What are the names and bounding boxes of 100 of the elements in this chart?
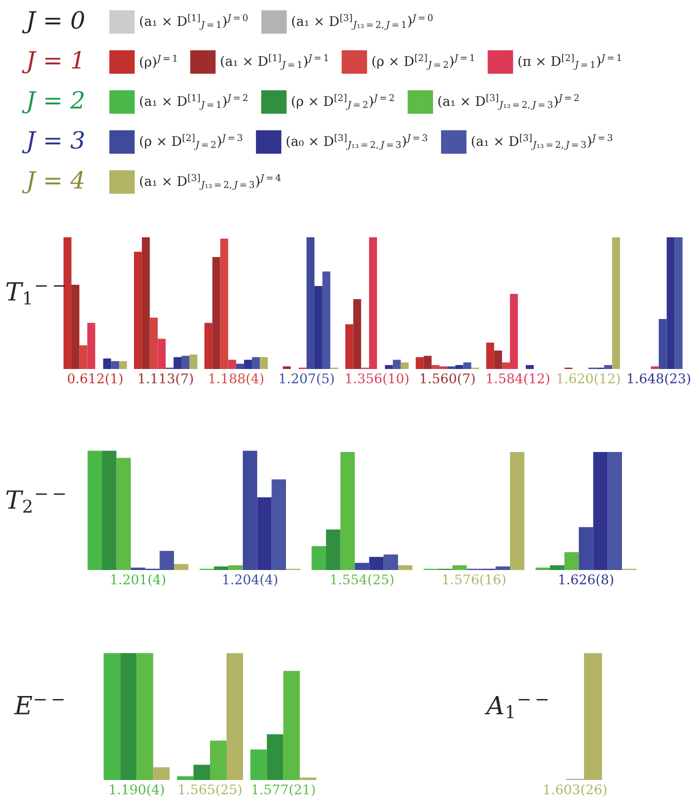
bar [242, 450, 258, 570]
bar [102, 450, 116, 570]
bar [398, 565, 412, 570]
bar [88, 450, 102, 570]
bar [608, 452, 622, 570]
x-tick-label: 1.565(25) [179, 784, 242, 796]
bar [64, 237, 72, 369]
bar [118, 361, 127, 369]
x-tick-label: 1.188(4) [209, 373, 264, 386]
x-tick-label: 1.626(8) [559, 574, 614, 586]
legend-label: (ρ × D$^{[2]}$$_{J=2}$)$^{J=3}$ [140, 134, 242, 150]
bar [452, 565, 467, 570]
bar [79, 345, 88, 369]
legend-label: (a₀ × D$^{[3]}$$_{J₁₃=2,J=3}$)$^{J=3}$ [286, 134, 428, 150]
bar [463, 362, 472, 369]
legend-label: (ρ × D$^{[2]}$$_{J=2}$)$^{J=1}$ [372, 54, 474, 70]
bar [194, 764, 210, 780]
bar [71, 284, 80, 369]
bar [526, 365, 534, 369]
bar [306, 237, 314, 369]
bar [210, 740, 226, 780]
legend-label: (π × D$^{[2]}$$_{J=1}$)$^{J=1}$ [518, 54, 621, 70]
legend-label: (a₁ × D$^{[1]}$$_{J=1}$)$^{J=1}$ [220, 54, 328, 70]
x-tick-label: 1.584(12) [487, 373, 550, 386]
bar [136, 653, 154, 780]
bar [392, 360, 401, 369]
bar [384, 554, 398, 570]
bar [104, 653, 120, 780]
bar [272, 479, 286, 570]
bar [486, 342, 494, 369]
bar [604, 365, 612, 369]
bar [455, 365, 464, 369]
x-tick-label: 1.207(5) [280, 373, 334, 386]
legend-title: J = 2 [22, 90, 84, 114]
bar [177, 776, 194, 780]
bar [593, 452, 608, 570]
bar [228, 360, 236, 369]
bar [612, 237, 620, 369]
bar [150, 318, 158, 369]
bar [300, 777, 316, 780]
bar [182, 356, 190, 369]
legend-label: (a₁ × D$^{[1]}$$_{J=1}$)$^{J=0}$ [140, 14, 248, 30]
bar [160, 550, 174, 570]
bar [496, 566, 510, 570]
x-tick-label: 1.201(4) [111, 574, 166, 586]
bar [314, 286, 322, 369]
bar [220, 238, 228, 369]
legend-title: J = 0 [22, 10, 84, 34]
bar [134, 252, 142, 369]
bar [236, 364, 244, 369]
bar [353, 299, 362, 369]
bar [204, 322, 212, 369]
bar [214, 566, 228, 570]
bar [103, 358, 112, 369]
bar [283, 670, 300, 780]
bar [666, 237, 675, 369]
legend-label: (a₁ × D$^{[1]}$$_{J=1}$)$^{J=2}$ [140, 94, 248, 110]
bar [502, 362, 510, 369]
legend-title: J = 1 [22, 50, 81, 74]
legend-label: (a₁ × D$^{[3]}$$_{J₁₃=2,J=1}$)$^{J=0}$ [292, 14, 433, 30]
legend-label: (a₁ × D$^{[3]}$$_{J₁₃=2,J=3}$)$^{J=2}$ [438, 94, 579, 110]
bar [257, 497, 272, 570]
bar [416, 357, 424, 369]
bar [432, 365, 440, 369]
y-axis-title: T$_{2}$$^{−−}$ [6, 490, 65, 513]
x-tick-label: 1.356(10) [346, 373, 408, 386]
bar [260, 357, 268, 369]
bar [244, 360, 252, 369]
bar [345, 324, 354, 369]
bar [564, 552, 579, 570]
bar [447, 366, 456, 369]
bar [674, 237, 683, 369]
bar [252, 357, 260, 369]
bar [658, 318, 667, 369]
bar [322, 272, 330, 369]
bar [111, 361, 119, 369]
bar [424, 356, 432, 369]
bar [369, 556, 384, 570]
bar [142, 237, 150, 369]
bar [384, 365, 393, 369]
bar [228, 565, 243, 570]
legend-label: (ρ)$^{J=1}$ [140, 54, 177, 70]
x-tick-label: 1.554(25) [331, 574, 394, 586]
bar [87, 322, 96, 369]
bar [578, 527, 594, 570]
x-tick-label: 1.560(7) [420, 373, 475, 386]
x-tick-label: 1.603(26) [544, 784, 606, 796]
bar [369, 237, 377, 369]
bar [326, 529, 340, 570]
y-axis-title: T$_{1}$$^{−−}$ [6, 282, 65, 304]
x-tick-label: 1.113(7) [139, 373, 193, 386]
bar [158, 338, 166, 369]
x-tick-label: 1.190(4) [110, 784, 164, 796]
bar [510, 294, 518, 369]
y-axis-title: E$^{−−}$ [14, 696, 64, 714]
bar [116, 458, 131, 570]
bar [340, 452, 355, 570]
x-tick-label: 1.620(12) [558, 373, 620, 386]
bar [250, 750, 267, 780]
bar [494, 350, 502, 369]
